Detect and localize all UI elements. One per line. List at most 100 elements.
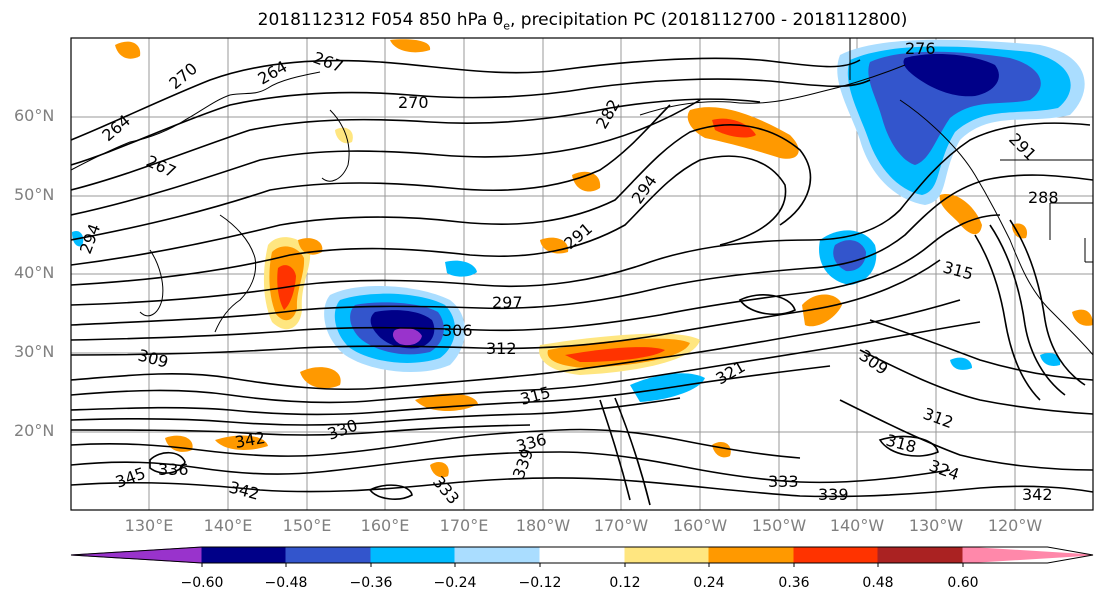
positive-anomaly-patch (215, 435, 268, 450)
negative-anomaly-patch (903, 54, 999, 97)
contour-label: 297 (492, 293, 523, 312)
lon-label-140e: 140°E (203, 516, 253, 535)
positive-anomaly-patch (712, 442, 731, 458)
positive-anomaly-patch (572, 171, 601, 192)
lat-label-40: 40°N (14, 263, 55, 282)
coastline-asia (71, 71, 321, 171)
lat-label-30: 30°N (14, 342, 55, 361)
contour-line (71, 214, 1001, 341)
state-border (849, 38, 1093, 161)
colorbar-tick-label: −0.12 (518, 575, 562, 591)
contour-line (368, 484, 413, 500)
contour-line (71, 397, 681, 426)
contour-line (71, 174, 1093, 326)
contour-line (71, 365, 831, 416)
contour-label: 288 (1028, 188, 1059, 207)
contour-line (71, 299, 961, 391)
theta-e-contours (71, 57, 1093, 506)
contour-line (71, 99, 701, 216)
coastline-korea (139, 249, 164, 317)
negative-anomaly-patch (950, 357, 972, 370)
contour-line (839, 399, 1093, 471)
lat-label-60: 60°N (14, 106, 55, 125)
contour-line (71, 78, 871, 166)
negative-anomaly-patch (1040, 353, 1061, 366)
lon-label-130e: 130°E (124, 516, 174, 535)
positive-anomaly-patch (300, 367, 341, 389)
lon-label-170e: 170°E (439, 516, 489, 535)
colorbar-tick-label: −0.36 (349, 575, 393, 591)
lon-label-150e: 150°E (282, 516, 332, 535)
contour-line (738, 294, 796, 316)
contour-line (71, 321, 981, 404)
positive-anomaly-patch (298, 238, 323, 255)
colorbar-tick-label: 0.12 (609, 575, 641, 591)
contour-line (974, 234, 1041, 401)
state-border (1049, 202, 1093, 263)
coastline-northamerica (899, 99, 1093, 356)
colorbar-tick-label: −0.60 (180, 575, 224, 591)
contour-line (71, 124, 812, 266)
contour-line (71, 477, 1093, 498)
positive-anomaly-patch (115, 41, 141, 59)
coastline-alaska (639, 64, 906, 116)
negative-anomaly-patch (392, 328, 422, 346)
positive-anomaly-patch (1012, 223, 1028, 239)
lon-label-140w: 140°W (829, 516, 885, 535)
contour-line (71, 104, 671, 241)
map-frame (70, 37, 1094, 511)
lon-label-160e: 160°E (360, 516, 410, 535)
contour-line (1009, 219, 1086, 386)
lon-label-130w: 130°W (908, 516, 964, 535)
contour-line (71, 155, 787, 286)
contour-line (878, 435, 939, 457)
lon-label-150w: 150°W (751, 516, 807, 535)
positive-anomaly-patch (565, 347, 665, 362)
contour-line (71, 98, 761, 191)
lon-label-170w: 170°W (593, 516, 649, 535)
contour-line (599, 399, 631, 501)
positive-anomaly-patch (712, 118, 756, 138)
contour-label: 342 (1022, 485, 1053, 504)
colorbar-tick-label: 0.48 (862, 575, 894, 591)
lon-label-180w: 180°W (515, 516, 571, 535)
contour-label: 336 (158, 460, 189, 479)
contour-line (989, 224, 1066, 396)
lat-label-50: 50°N (14, 185, 55, 204)
contour-line (859, 349, 1093, 415)
lon-label-120w: 120°W (987, 516, 1043, 535)
contour-line (71, 451, 951, 484)
positive-anomaly-patch (939, 194, 982, 235)
contour-label: 339 (818, 485, 849, 504)
coastline-japan (214, 214, 257, 333)
coastlines (71, 38, 1093, 356)
contour-line (149, 451, 186, 474)
lon-label-160w: 160°W (672, 516, 728, 535)
contour-line (869, 319, 1093, 381)
contour-line (71, 428, 801, 459)
contour-label: 276 (905, 39, 936, 58)
colorbar-tick-label: −0.24 (433, 575, 477, 591)
lat-label-20: 20°N (14, 421, 55, 440)
colorbar-tick-label: −0.48 (264, 575, 308, 591)
contour-line (614, 397, 651, 506)
positive-anomaly-patch (390, 39, 431, 53)
map-title: 2018112312 F054 850 hPa θe, precipitatio… (257, 10, 908, 33)
colorbar-tick-label: 0.36 (778, 575, 810, 591)
contour-label: 306 (442, 321, 473, 340)
contour-line (71, 259, 941, 356)
colorbar-tick-label: 0.60 (947, 575, 979, 591)
contour-label: 312 (486, 339, 517, 358)
coastline-kamchatka (321, 109, 350, 182)
positive-anomaly-patch (335, 127, 353, 144)
contour-line (71, 424, 531, 436)
contour-line (71, 57, 861, 141)
positive-anomaly-patch (802, 294, 842, 327)
contour-label: 270 (398, 93, 429, 112)
contour-label: 333 (768, 472, 799, 491)
negative-anomaly-patch (445, 260, 477, 277)
positive-anomaly-patch (1072, 309, 1093, 326)
colorbar-tick-label: 0.24 (693, 575, 725, 591)
positive-anomaly-patch (430, 462, 449, 478)
